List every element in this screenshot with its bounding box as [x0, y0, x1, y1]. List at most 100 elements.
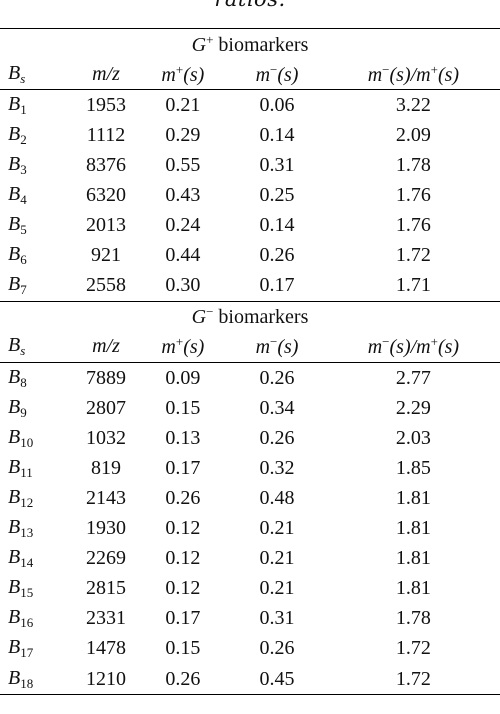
cell-mminus: 0.25: [259, 184, 295, 207]
cell-mplus: 0.26: [165, 486, 201, 509]
cell-mz: 6320: [86, 184, 127, 207]
cell-biomarker: B17: [8, 636, 34, 661]
cell-biomarker: B16: [8, 606, 34, 631]
table-row: B18 1210 0.26 0.45 1.72: [0, 663, 500, 696]
section-title: G+ biomarkers: [0, 28, 500, 60]
cell-mminus: 0.14: [259, 123, 295, 146]
cell-ratio: 2.77: [395, 366, 431, 389]
cell-biomarker: B18: [0, 663, 74, 696]
cell-mz: 1112: [86, 123, 126, 146]
cell-biomarker: B7: [8, 273, 27, 298]
cell-biomarker: B3: [8, 152, 27, 177]
cell-mz: 1478: [86, 637, 127, 660]
cell-mz: 2013: [86, 214, 127, 237]
cell-ratio: 2.09: [395, 123, 431, 146]
cell-mz: 2143: [86, 486, 127, 509]
cell-mplus: 0.24: [165, 214, 201, 237]
col-header-ratio: m−(s)/m+(s): [326, 59, 500, 91]
cell-mminus: 0.26: [259, 426, 295, 449]
cell-mz: 2807: [86, 396, 127, 419]
cell-mplus: 0.13: [165, 426, 201, 449]
cell-biomarker: B13: [8, 516, 34, 541]
column-header-row: Bs m/z m+(s) m−(s) m−(s)/m+(s): [0, 331, 500, 364]
col-header-bs: Bs: [0, 331, 74, 364]
cell-mminus: 0.14: [259, 214, 295, 237]
table-row: B11 819 0.17 0.32 1.85: [0, 453, 500, 483]
cell-mplus: 0.55: [165, 153, 201, 176]
table-row: B6 921 0.44 0.26 1.72: [0, 241, 500, 271]
cell-mz: 1930: [86, 517, 127, 540]
cell-mplus: 0.15: [165, 637, 201, 660]
cell-mplus: 0.15: [165, 396, 201, 419]
table-row: B13 1930 0.12 0.21 1.81: [0, 514, 500, 544]
cell-mminus: 0.21: [259, 517, 295, 540]
cell-biomarker: B4: [8, 183, 27, 208]
table-body: G+ biomarkers Bs m/z m+(s) m−(s) m−(s)/m+(s) B…: [0, 28, 500, 696]
cell-ratio: 1.78: [395, 153, 431, 176]
cell-mz: 2331: [86, 607, 127, 630]
cell-mminus: 0.34: [259, 396, 295, 419]
cell-mz: 2269: [86, 547, 127, 570]
cell-ratio: 1.81: [395, 486, 431, 509]
cell-mplus: 0.44: [165, 244, 201, 267]
cell-ratio: 1.72: [326, 663, 500, 696]
cell-mz: 7889: [86, 366, 127, 389]
table-row: B5 2013 0.24 0.14 1.76: [0, 211, 500, 241]
cell-mz: 921: [91, 244, 122, 267]
cell-mminus: 0.31: [259, 607, 295, 630]
cell-mplus: 0.12: [165, 547, 201, 570]
cell-mz: 1953: [86, 93, 127, 116]
table-row: B2 1112 0.29 0.14 2.09: [0, 120, 500, 150]
col-header-bs: Bs: [0, 59, 74, 91]
cell-mplus: 0.30: [165, 274, 201, 297]
table-row: B17 1478 0.15 0.26 1.72: [0, 634, 500, 664]
cell-ratio: 2.29: [395, 396, 431, 419]
cell-mminus: 0.26: [259, 637, 295, 660]
col-header-mminus: m−(s): [227, 59, 327, 91]
cell-mplus: 0.43: [165, 184, 201, 207]
cell-mminus: 0.48: [259, 486, 295, 509]
column-header-row: Bs m/z m+(s) m−(s) m−(s)/m+(s): [0, 59, 500, 91]
section-title-row: G+ biomarkers: [0, 28, 500, 60]
cell-biomarker: B12: [8, 485, 34, 510]
cell-mminus: 0.31: [259, 153, 295, 176]
table-row: B3 8376 0.55 0.31 1.78: [0, 150, 500, 180]
cell-mplus: 0.21: [165, 93, 201, 116]
cell-mminus: 0.21: [259, 547, 295, 570]
table-row: B14 2269 0.12 0.21 1.81: [0, 544, 500, 574]
cell-mplus: 0.29: [165, 123, 201, 146]
cell-mz: 1210: [73, 663, 139, 696]
cell-biomarker: B9: [8, 395, 27, 420]
table-row: B16 2331 0.17 0.31 1.78: [0, 604, 500, 634]
cell-ratio: 1.76: [395, 214, 431, 237]
col-header-mplus: m+(s): [138, 59, 228, 91]
cell-biomarker: B5: [8, 213, 27, 238]
table-row: B10 1032 0.13 0.26 2.03: [0, 423, 500, 453]
table-row: B15 2815 0.12 0.21 1.81: [0, 574, 500, 604]
cell-biomarker: B15: [8, 576, 34, 601]
table-row: B1 1953 0.21 0.06 3.22: [0, 90, 500, 121]
cell-biomarker: B14: [8, 546, 34, 571]
cell-biomarker: B1: [8, 92, 27, 117]
cell-mz: 2815: [86, 577, 127, 600]
cell-ratio: 2.03: [395, 426, 431, 449]
cell-mplus: 0.26: [138, 663, 228, 696]
cell-biomarker: B2: [8, 122, 27, 147]
cell-ratio: 1.81: [395, 517, 431, 540]
cell-ratio: 1.72: [395, 244, 431, 267]
cell-mminus: 0.45: [227, 663, 327, 696]
cell-mminus: 0.21: [259, 577, 295, 600]
cell-mminus: 0.26: [259, 244, 295, 267]
col-header-mminus: m−(s): [227, 331, 327, 364]
cell-mplus: 0.17: [165, 456, 201, 479]
col-header-mz: m/z: [73, 59, 139, 91]
cell-mminus: 0.32: [259, 456, 295, 479]
col-header-ratio: m−(s)/m+(s): [326, 331, 500, 364]
cell-ratio: 1.81: [395, 577, 431, 600]
cell-ratio: 1.78: [395, 607, 431, 630]
table-row: B4 6320 0.43 0.25 1.76: [0, 180, 500, 210]
cell-mz: 8376: [86, 153, 127, 176]
col-header-mplus: m+(s): [138, 331, 228, 364]
table-row: B7 2558 0.30 0.17 1.71: [0, 271, 500, 302]
cell-mz: 819: [91, 456, 122, 479]
